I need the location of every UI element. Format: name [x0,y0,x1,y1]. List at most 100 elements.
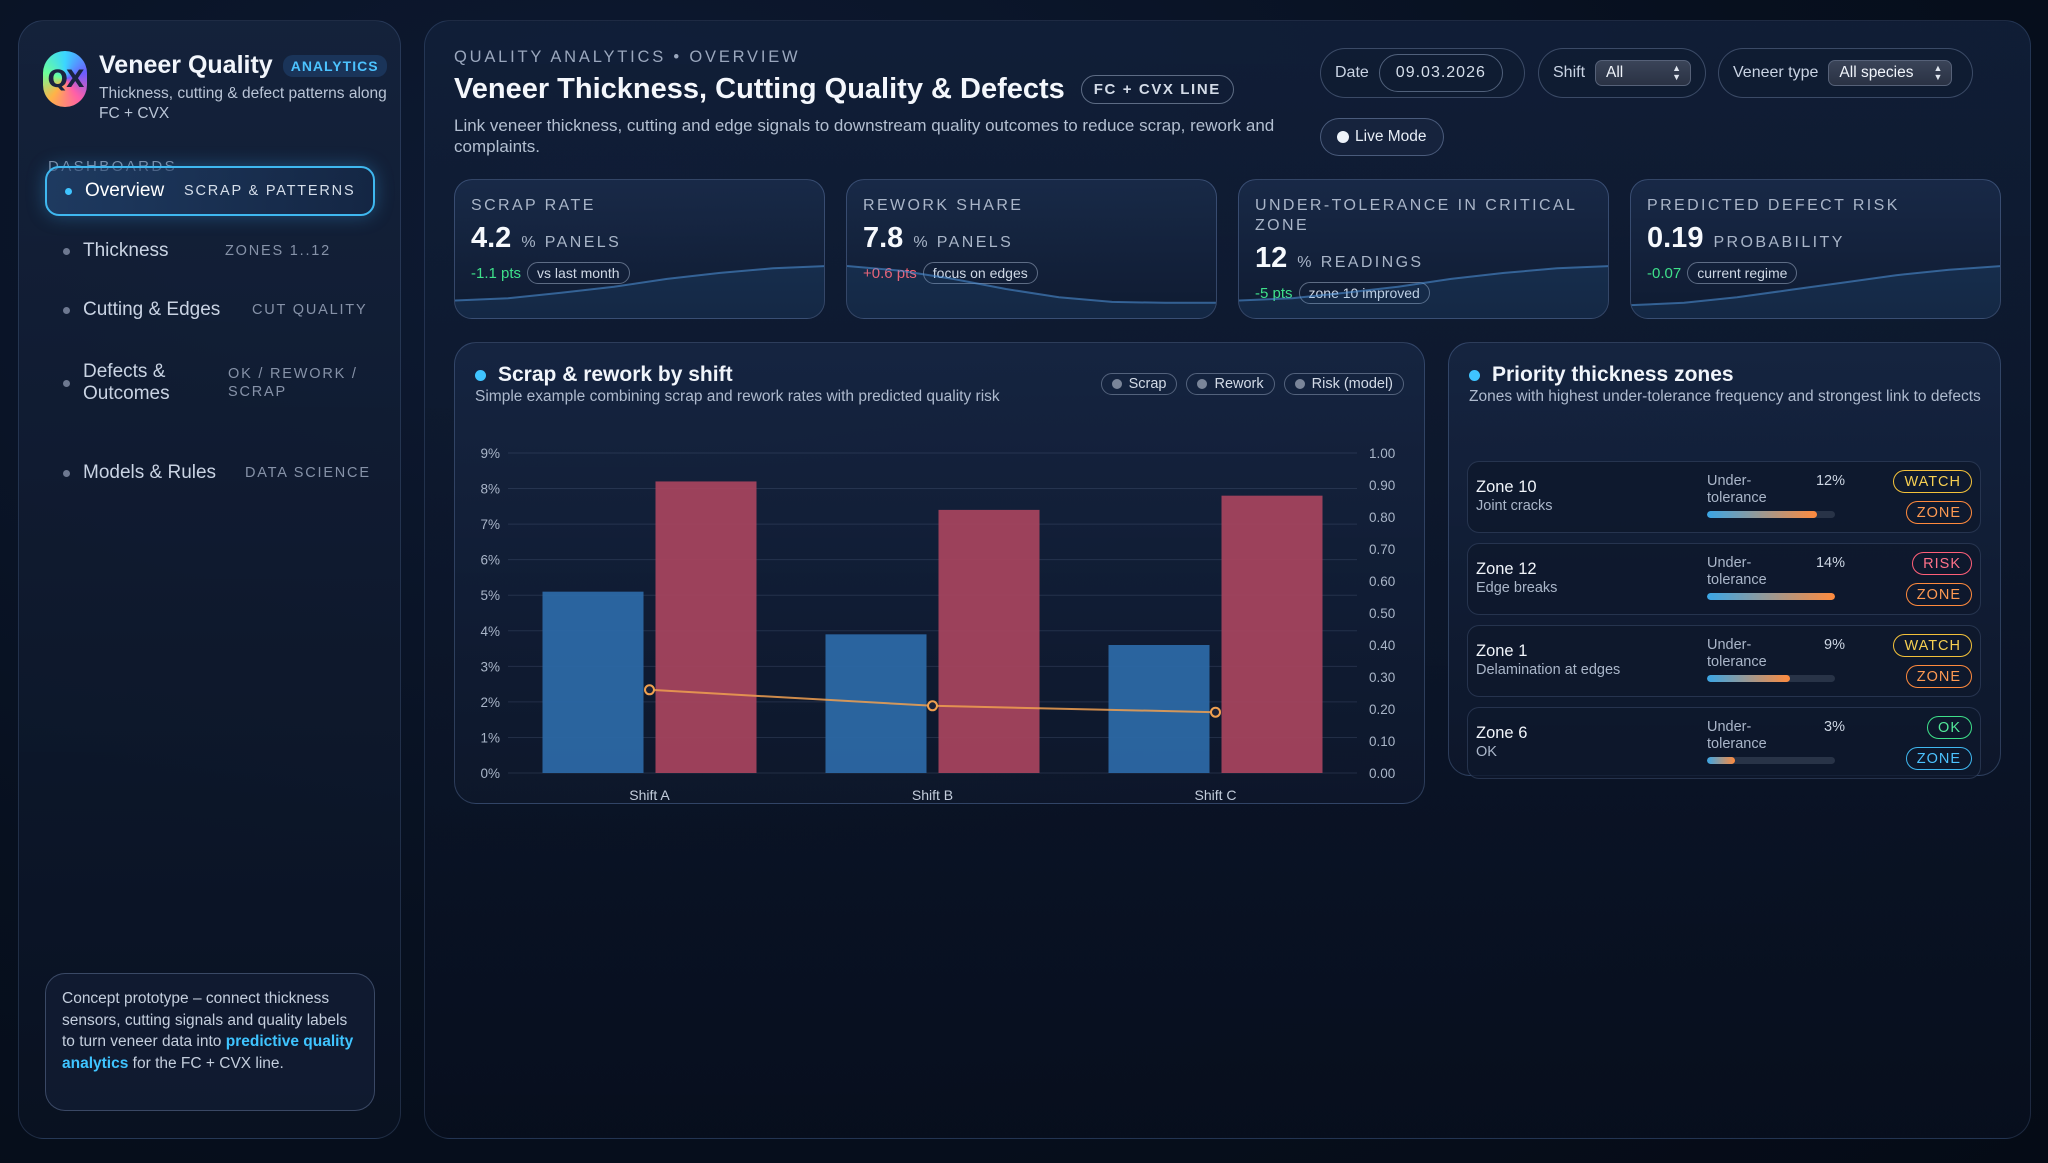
nav-dot-icon [63,469,70,477]
live-mode-label: Live Mode [1355,128,1427,145]
zone-row[interactable]: Zone 10 Joint cracks Under-tolerance 12% WAT… [1467,461,1981,533]
zone-row[interactable]: Zone 6 OK Under-tolerance 3% OK ZONE [1467,707,1981,779]
legend-label: Scrap [1128,376,1167,392]
zones-title-text: Priority thickness zones [1492,363,1734,386]
zone-percent: 9% [1824,637,1845,653]
sidebar-item-label: Thickness [83,240,169,261]
shift-select[interactable]: All ▲ ▼ [1595,60,1691,86]
scrap-rework-chart-card: Scrap & rework by shift Simple example c… [454,342,1425,804]
sidebar-item-overview[interactable]: Overview SCRAP & PATTERNS [45,166,375,216]
note-highlight-link[interactable]: predictive quality analytics [62,1033,354,1072]
zone-tag-button[interactable]: ZONE [1905,501,1972,524]
bar-scrap [542,591,644,773]
bar-rework [655,481,757,773]
kpi-rework-share: REWORK SHARE 7.8% PANELS +0.6 ptsfocus o… [846,179,1217,319]
zone-progress-bar [1707,593,1835,600]
legend-label: Rework [1214,376,1264,392]
risk-point [1210,706,1221,718]
live-dot-icon [1337,131,1349,143]
sparkline-area [847,266,1216,318]
zone-name: Zone 1 [1476,642,1528,660]
y-tick-label: 9% [480,446,500,461]
zone-metric-label: Under-tolerance [1707,719,1767,752]
y-tick-label: 8% [480,482,500,497]
live-mode-toggle[interactable]: Live Mode [1320,118,1444,156]
zone-progress-fill [1707,593,1835,600]
y-tick-label: 0% [480,766,500,781]
risk-point [927,700,938,712]
kpi-value: 7.8 [863,222,904,254]
legend-toggle-rework[interactable]: Rework [1186,373,1275,395]
veneer-select-value: All species [1839,64,1914,81]
y2-tick-label: 0.20 [1369,702,1395,717]
page-description: Link veneer thickness, cutting and edge … [454,116,1275,156]
kpi-value: 0.19 [1647,222,1704,254]
y2-tick-label: 0.90 [1369,478,1395,493]
shift-label: Shift [1553,64,1586,81]
legend-toggle-risk[interactable]: Risk (model) [1283,373,1404,395]
chart-legend: Scrap Rework Risk (model) [1092,373,1404,395]
y-tick-label: 1% [480,730,500,745]
zone-tag-button[interactable]: ZONE [1905,665,1972,688]
nav-dot-icon [65,187,72,195]
y2-tick-label: 0.40 [1369,638,1395,653]
kpi-unit: % PANELS [913,234,1014,251]
y-tick-label: 3% [480,659,500,674]
date-label: Date [1335,64,1369,81]
sidebar-item-models-rules[interactable]: Models & Rules DATA SCIENCE [45,448,375,498]
x-tick-label: Shift C [1194,787,1236,803]
kpi-delta: -0.07 [1647,264,1682,282]
y-tick-label: 6% [480,553,500,568]
zone-tag-button[interactable]: ZONE [1905,583,1972,606]
kpi-title: UNDER-TOLERANCE IN CRITICAL ZONE [1255,197,1577,234]
sidebar-item-defects-outcomes[interactable]: Defects & Outcomes OK / REWORK / SCRAP [45,358,375,408]
sidebar-item-label: Defects & Outcomes [83,361,170,404]
zone-description: Edge breaks [1476,580,1558,596]
zone-tag-button[interactable]: ZONE [1905,747,1972,770]
date-input[interactable]: 09.03.2026 [1378,54,1503,92]
sidebar-item-cutting-edges[interactable]: Cutting & Edges CUT QUALITY [45,285,375,335]
zone-progress-bar [1707,675,1835,682]
brand: QX Veneer Quality ANALYTICS Thickness, c… [43,51,389,124]
kpi-unit: % PANELS [521,234,622,251]
shift-select-value: All [1606,64,1624,81]
y2-tick-label: 0.50 [1369,606,1395,621]
kpi-pill: vs last month [527,262,630,284]
kpi-value: 12 [1255,242,1288,274]
scrap-rework-chart: 0% 1% 2% 3% 4% 5% 6% 7% 8% 9% 0.00 0.10 0.20 0.30 0.40… [480,446,1395,803]
page-title-row: Veneer Thickness, Cutting Quality & Defe… [454,73,1234,106]
sidebar-item-label: Models & Rules [83,462,217,483]
legend-toggle-scrap[interactable]: Scrap [1100,373,1178,395]
chart-card-title: Scrap & rework by shift [475,363,733,387]
legend-dot-icon [1197,379,1208,389]
kpi-predicted-defect-risk: PREDICTED DEFECT RISK 0.19 PROBABILITY -0… [1630,179,2001,319]
veneer-type-control: Veneer type All species ▲ ▼ [1718,48,1973,98]
zone-progress-fill [1707,757,1736,764]
zone-metric-label: Under-tolerance [1707,555,1767,588]
y2-tick-label: 0.30 [1369,670,1395,685]
sparkline-line [847,265,1216,304]
bar-scrap [1108,645,1210,773]
sidebar-item-thickness[interactable]: Thickness ZONES 1..12 [45,226,375,276]
zone-percent: 3% [1824,719,1845,735]
sidebar-item-tag: OK / REWORK / SCRAP [228,366,358,400]
zone-row[interactable]: Zone 12 Edge breaks Under-tolerance 14% RISK… [1467,543,1981,615]
date-control: Date 09.03.2026 [1320,48,1525,98]
zone-status-badge: RISK [1912,552,1972,575]
x-tick-label: Shift B [912,787,953,803]
zone-row[interactable]: Zone 1 Delamination at edges Under-toleran… [1467,625,1981,697]
select-arrows-icon: ▲ ▼ [1933,63,1943,82]
sidebar-item-tag: SCRAP & PATTERNS [184,183,356,199]
y2-tick-label: 0.60 [1369,574,1395,589]
analytics-badge: ANALYTICS [282,54,387,77]
kpi-pill: zone 10 improved [1298,282,1430,304]
kpi-pill: current regime [1687,262,1798,284]
veneer-type-select[interactable]: All species ▲ ▼ [1828,60,1953,86]
zone-metric-label: Under-tolerance [1707,637,1767,670]
title-dot-icon [1469,369,1480,381]
legend-label: Risk (model) [1311,376,1393,392]
zone-progress-fill [1707,675,1791,682]
kpi-title: SCRAP RATE [471,197,596,214]
zone-description: Delamination at edges [1476,662,1621,678]
sidebar-item-tag: ZONES 1..12 [225,243,332,259]
